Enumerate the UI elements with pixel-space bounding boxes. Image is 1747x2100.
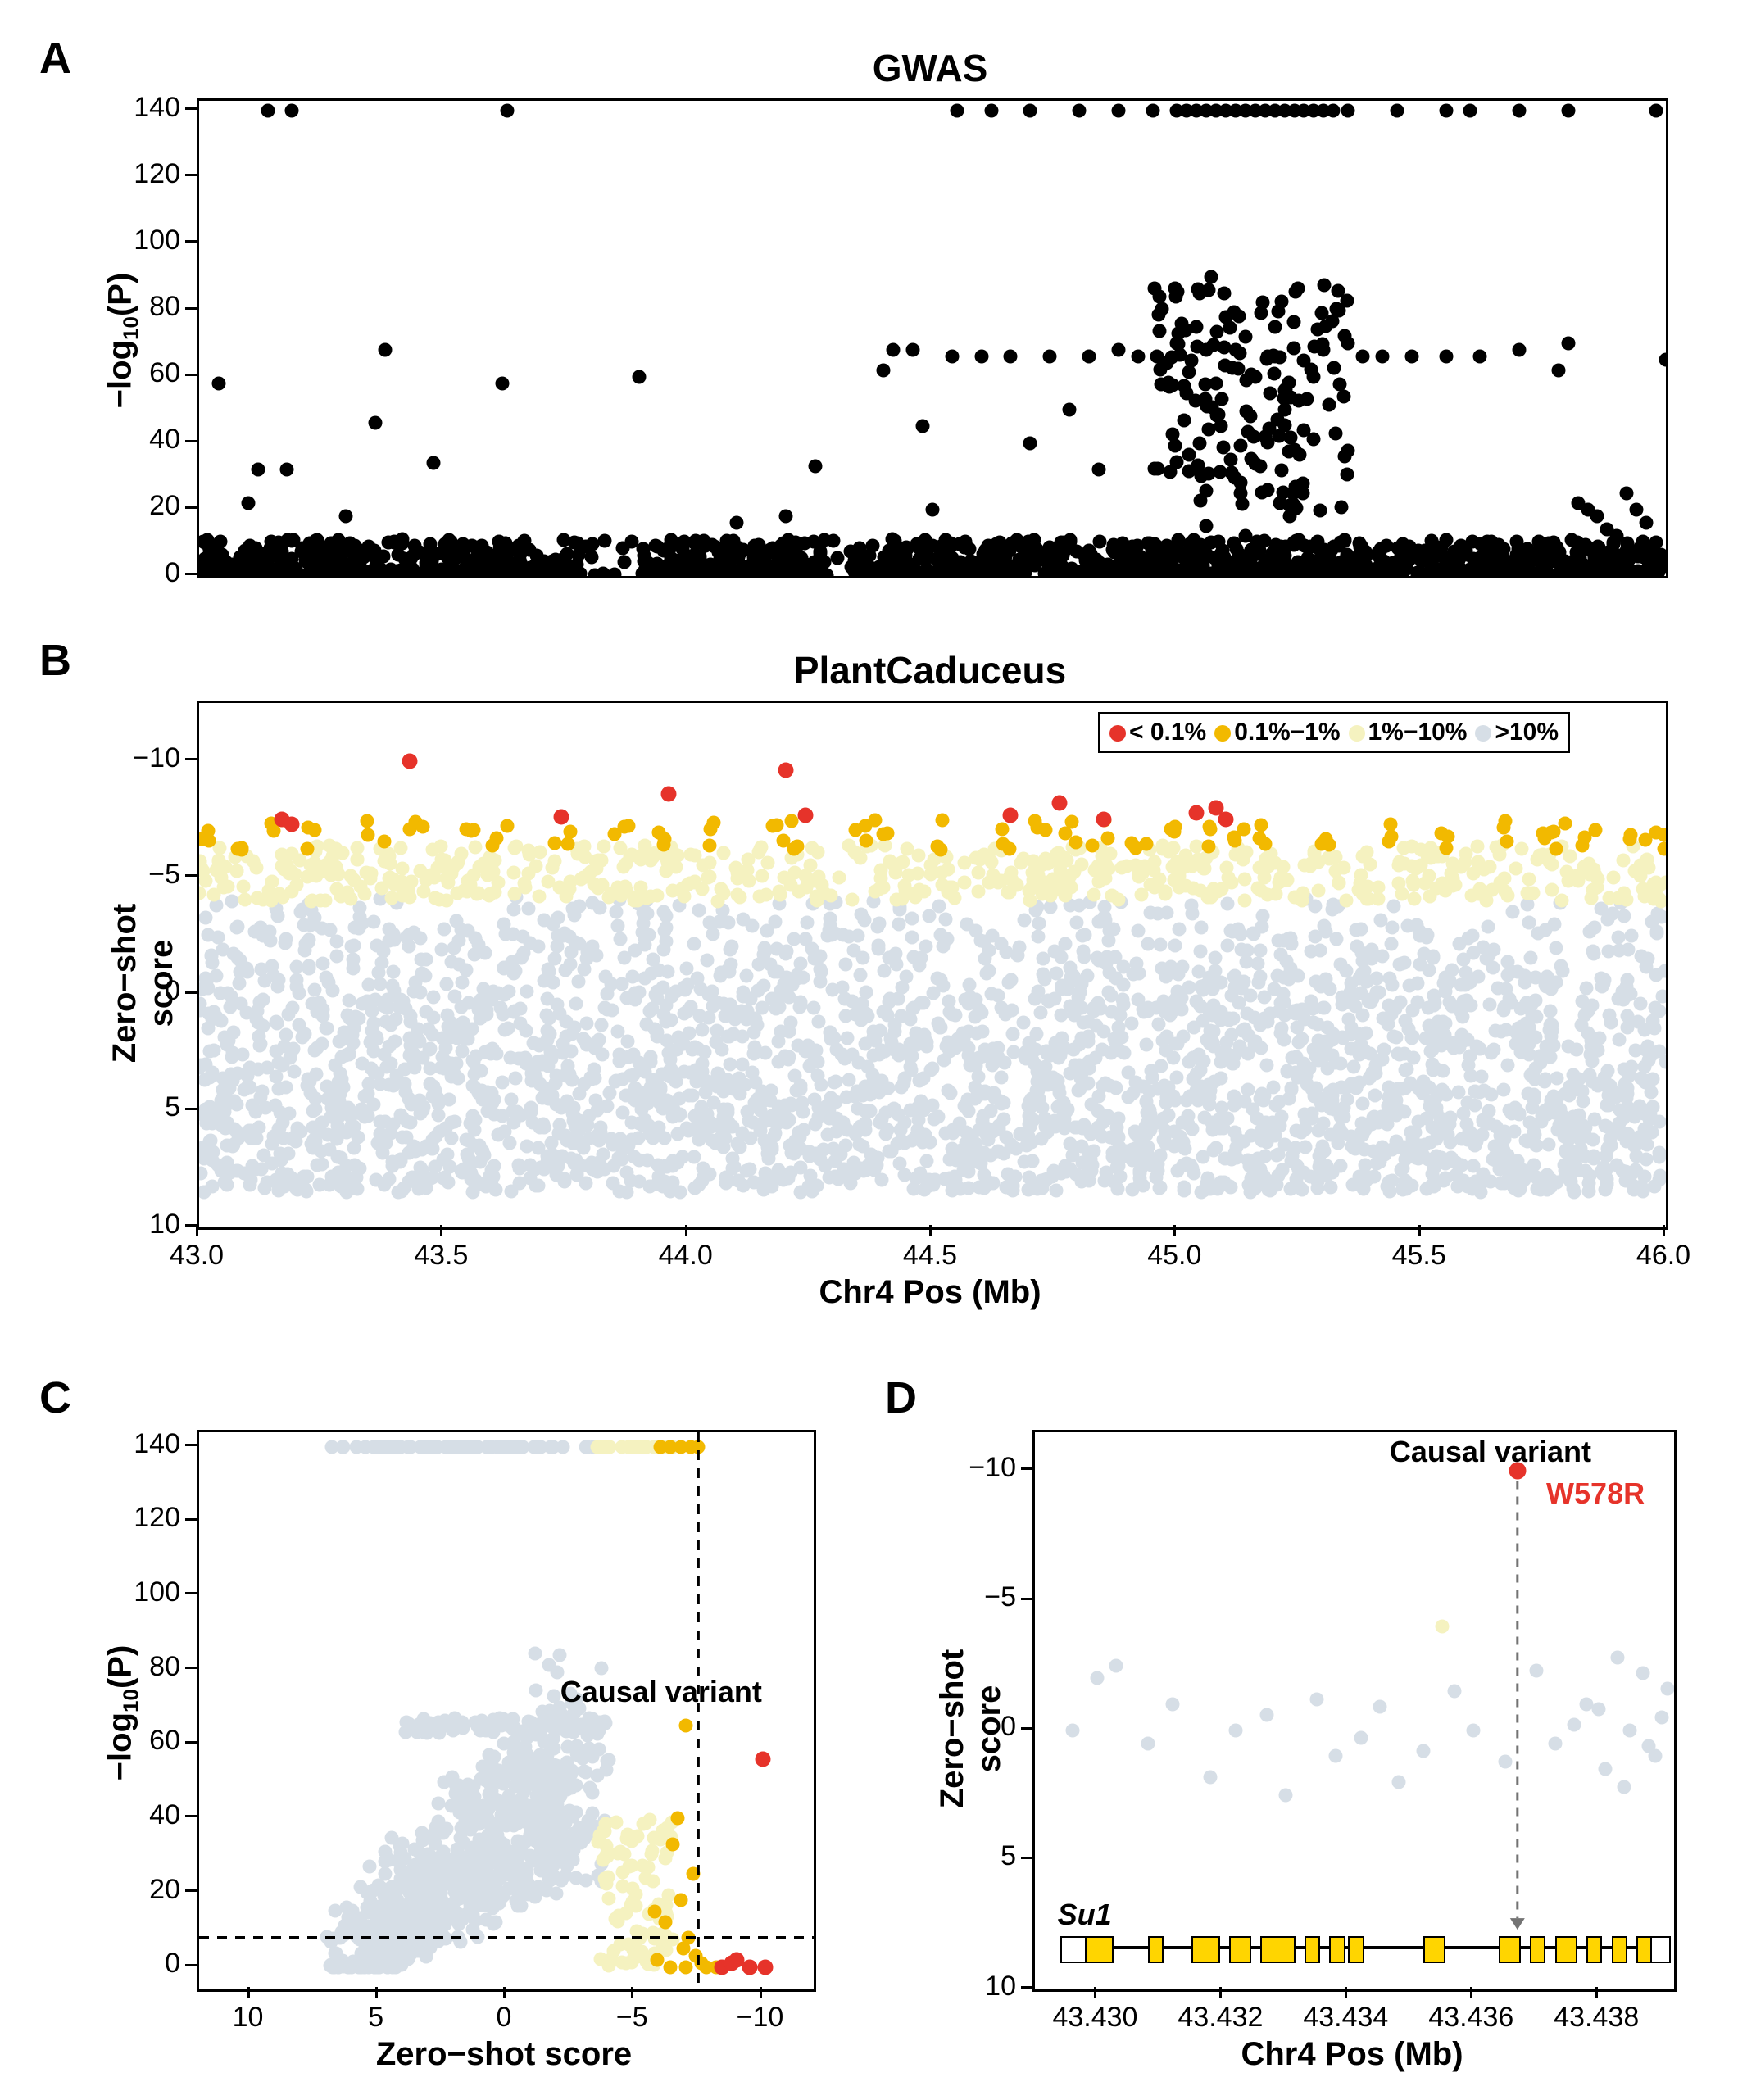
panel-c-label: C <box>39 1372 71 1423</box>
panel-a-label: A <box>39 33 71 84</box>
panel-d-causal-label: Causal variant <box>1390 1435 1591 1469</box>
panel-c-plot <box>197 1430 816 1992</box>
panel-b-plot <box>197 701 1668 1230</box>
panel-c-xlabel: Zero−shot score <box>197 2036 811 2073</box>
panel-c-causal-label: Causal variant <box>560 1675 762 1709</box>
panel-d-variant-label: W578R <box>1546 1476 1645 1511</box>
panel-d-plot <box>1032 1430 1677 1992</box>
panel-a-title: GWAS <box>197 46 1663 90</box>
panel-b-label: B <box>39 635 71 686</box>
panel-b-xlabel: Chr4 Pos (Mb) <box>197 1274 1663 1311</box>
panel-d-xlabel: Chr4 Pos (Mb) <box>1032 2036 1672 2073</box>
panel-a-plot <box>197 98 1668 578</box>
y-axis-label: −log10(P) <box>102 251 144 431</box>
panel-b-title: PlantCaduceus <box>197 648 1663 692</box>
panel-b-legend: < 0.1%0.1%−1%1%−10%>10% <box>1098 712 1570 753</box>
panel-d-label: D <box>885 1372 917 1423</box>
y-axis-label: −log10(P) <box>102 1623 144 1803</box>
panel-b-ylabel: Zero−shot score <box>107 860 180 1106</box>
panel-d-ylabel: Zero−shot score <box>934 1606 1008 1852</box>
panel-d-gene-label: Su1 <box>1058 1898 1112 1932</box>
